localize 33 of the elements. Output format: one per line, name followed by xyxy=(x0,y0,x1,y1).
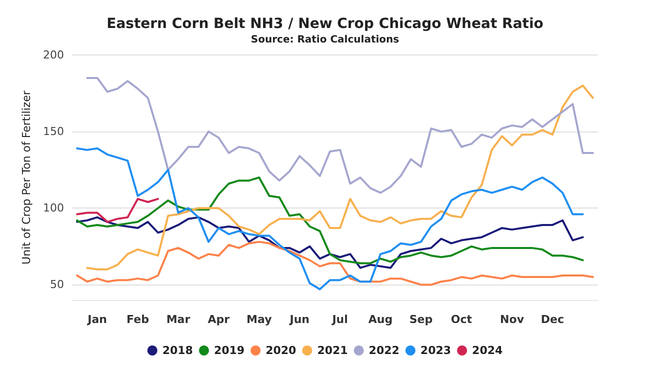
legend-label: 2018 xyxy=(162,344,193,357)
legend-label: 2021 xyxy=(317,344,348,357)
y-tick-label: 100 xyxy=(43,202,64,215)
line-series xyxy=(76,176,584,264)
x-tick-label: Mar xyxy=(166,313,191,326)
line-series xyxy=(76,216,584,269)
line-series xyxy=(76,240,594,286)
x-tick-label: Sep xyxy=(409,313,433,326)
x-tick-label: Oct xyxy=(450,313,472,326)
x-tick-label: May xyxy=(246,313,272,326)
legend-label: 2020 xyxy=(266,344,297,357)
x-tick-label: Nov xyxy=(500,313,525,326)
y-tick-label: 50 xyxy=(50,278,64,292)
legend-label: 2019 xyxy=(214,344,245,357)
line-series xyxy=(86,76,594,194)
legend-label: 2024 xyxy=(472,344,503,357)
x-tick-label: Jun xyxy=(288,313,310,326)
legend-label: 2023 xyxy=(420,344,452,357)
y-tick-label: 200 xyxy=(43,48,64,62)
chart-subtitle: Source: Ratio Calculations xyxy=(250,34,400,46)
y-tick-label: 150 xyxy=(43,125,64,138)
x-tick-label: Apr xyxy=(208,313,230,326)
line-series xyxy=(76,147,584,290)
x-tick-label: Aug xyxy=(368,313,393,326)
line-series xyxy=(86,84,594,270)
x-tick-label: Feb xyxy=(126,313,150,326)
x-tick-label: Dec xyxy=(540,313,564,326)
x-tick-label: Jan xyxy=(86,313,107,326)
legend-label: 2022 xyxy=(368,344,400,357)
line-series xyxy=(76,198,159,223)
chart-title: Eastern Corn Belt NH3 / New Crop Chicago Wheat Ratio xyxy=(106,16,544,32)
y-axis-title: Unit of Crop Per Ton of Fertilizer xyxy=(20,90,34,264)
x-tick-label: Jul xyxy=(331,313,348,326)
